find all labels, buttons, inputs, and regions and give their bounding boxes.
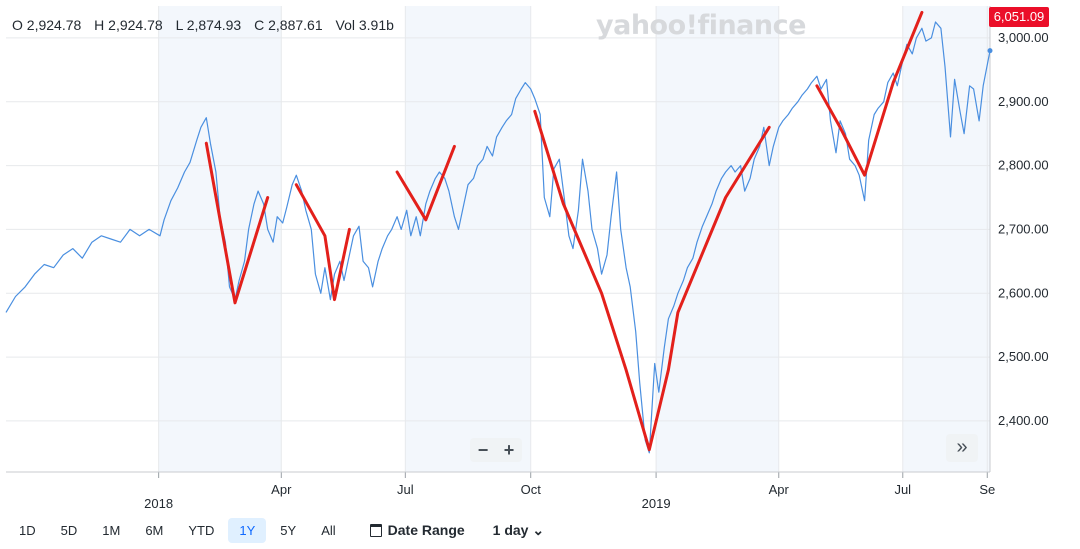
x-tick-label: Jul (894, 482, 911, 497)
range-button-all[interactable]: All (321, 522, 336, 538)
year-label: 2018 (144, 496, 173, 511)
x-tick-label: Se (979, 482, 995, 497)
annotation-stroke (294, 183, 351, 302)
annotation-stroke (395, 144, 456, 222)
ohlc-readout: O 2,924.78 H 2,924.78 L 2,874.93 C 2,887… (12, 17, 403, 33)
shaded-period (158, 6, 282, 472)
y-tick-label: 2,800.00 (998, 158, 1049, 173)
shaded-period (405, 6, 531, 472)
range-selector: 1D 5D 1M 6M YTD 1Y 5Y All Date Range 1 d… (8, 516, 544, 544)
last-point-marker (987, 48, 993, 54)
x-tick-label: Jul (397, 482, 414, 497)
date-range-button[interactable]: Date Range (369, 522, 465, 538)
range-button-1m[interactable]: 1M (102, 522, 121, 538)
zoom-out-button[interactable]: − (477, 439, 489, 460)
high-value: H 2,924.78 (94, 17, 163, 33)
current-price-badge: 6,051.09 (989, 7, 1049, 27)
yahoo-finance-watermark: yahoo!finance (596, 10, 806, 41)
interval-dropdown[interactable]: 1 day ⌄ (492, 521, 545, 538)
range-button-ytd[interactable]: YTD (188, 522, 215, 538)
low-value: L 2,874.93 (175, 17, 242, 33)
x-axis-tick-marks (158, 472, 988, 478)
range-button-6m[interactable]: 6M (145, 522, 164, 538)
year-label: 2019 (642, 496, 671, 511)
open-value: O 2,924.78 (12, 17, 82, 33)
annotation-stroke (533, 109, 771, 452)
zoom-in-button[interactable]: + (503, 439, 515, 460)
x-tick-label: Apr (769, 482, 790, 497)
date-range-label: Date Range (387, 522, 465, 538)
calendar-icon (369, 523, 382, 537)
volume-value: Vol 3.91b (335, 17, 394, 33)
y-tick-label: 2,700.00 (998, 221, 1049, 236)
range-button-1y[interactable]: 1Y (228, 517, 267, 543)
x-axis-labels: Apr Jul Oct Apr Jul Se 2018 2019 (144, 482, 995, 511)
range-button-1d[interactable]: 1D (19, 522, 36, 538)
y-tick-label: 3,000.00 (998, 30, 1049, 45)
y-axis-labels: 3,000.00 2,900.00 2,800.00 2,700.00 2,600.00… (998, 30, 1049, 428)
x-tick-label: Oct (521, 482, 542, 497)
price-line (5, 21, 991, 454)
y-tick-label: 2,600.00 (998, 285, 1049, 300)
x-tick-label: Apr (271, 482, 292, 497)
shaded-period (902, 6, 990, 472)
y-tick-label: 2,500.00 (998, 349, 1049, 364)
range-button-5d[interactable]: 5D (60, 522, 78, 538)
y-tick-label: 2,400.00 (998, 413, 1049, 428)
shaded-period (656, 6, 779, 472)
close-value: C 2,887.61 (254, 17, 323, 33)
zoom-control: − + (470, 438, 522, 462)
y-tick-label: 2,900.00 (998, 94, 1049, 109)
expand-chart-button[interactable]: » (946, 434, 978, 462)
price-series (5, 21, 993, 454)
range-button-5y[interactable]: 5Y (280, 522, 297, 538)
annotation-stroke (204, 141, 270, 305)
annotation-stroke (815, 10, 924, 177)
annotation-strokes (204, 10, 924, 452)
